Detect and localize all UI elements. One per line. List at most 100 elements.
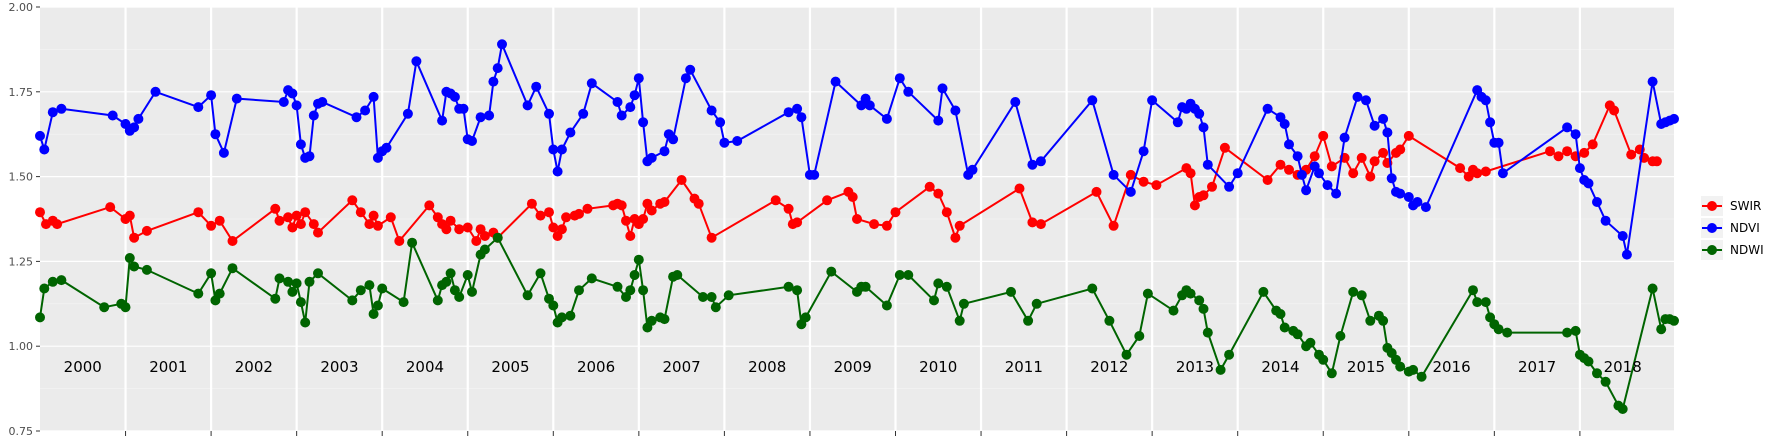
year-label: 2000 (64, 358, 102, 376)
data-point-swir (616, 200, 627, 211)
data-point-ndvi (783, 107, 794, 118)
data-point-ndwi (129, 261, 140, 272)
data-point-ndvi (1621, 249, 1632, 260)
data-point-ndvi (488, 76, 499, 87)
data-point-ndvi (732, 136, 743, 146)
data-point-ndvi (206, 90, 217, 101)
year-label: 2017 (1518, 358, 1556, 376)
data-point-ndwi (1562, 327, 1573, 338)
data-point-swir (300, 207, 311, 218)
data-point-ndvi (467, 136, 477, 146)
data-point-ndvi (1314, 168, 1324, 179)
data-point-ndwi (633, 254, 644, 265)
data-point-swir (1151, 180, 1162, 191)
data-point-ndwi (522, 290, 533, 301)
data-point-ndvi (475, 112, 486, 123)
data-point-ndwi (1224, 349, 1235, 360)
data-point-ndvi (1395, 188, 1406, 199)
data-point-ndwi (1275, 309, 1286, 319)
data-point-ndwi (1194, 295, 1205, 306)
data-point-swir (308, 219, 319, 230)
data-point-ndvi (218, 147, 229, 158)
data-point-ndvi (1562, 122, 1573, 133)
data-point-ndwi (454, 292, 465, 302)
data-point-ndwi (398, 297, 409, 308)
data-point-swir (52, 219, 63, 230)
data-point-ndvi (1125, 186, 1136, 197)
data-point-swir (852, 214, 862, 224)
data-point-swir (783, 203, 794, 214)
data-point-swir (556, 224, 567, 235)
data-point-swir (544, 207, 554, 218)
data-point-swir (214, 215, 225, 226)
data-point-swir (283, 212, 294, 223)
data-point-ndwi (124, 253, 135, 263)
data-point-ndwi (1326, 368, 1337, 379)
year-label: 2007 (663, 358, 701, 376)
data-point-ndvi (1301, 185, 1312, 196)
year-label: 2011 (1005, 358, 1043, 376)
data-point-ndwi (441, 276, 452, 287)
legend-key-point (1707, 223, 1717, 233)
data-point-ndvi (548, 144, 559, 155)
data-point-ndwi (287, 286, 298, 297)
data-point-ndvi (1087, 95, 1098, 106)
y-tick-label: 2.00 (9, 1, 34, 14)
data-point-ndvi (210, 129, 221, 140)
data-point-ndwi (1647, 283, 1658, 294)
data-point-ndwi (783, 281, 794, 292)
data-point-ndwi (659, 314, 670, 325)
data-point-ndvi (1331, 188, 1342, 199)
data-point-ndwi (47, 276, 58, 287)
data-point-swir (124, 210, 135, 221)
data-point-ndvi (231, 93, 242, 104)
data-point-ndvi (638, 117, 649, 128)
legend-key-point (1707, 201, 1717, 211)
data-point-swir (646, 205, 657, 216)
data-point-ndvi (47, 107, 58, 118)
data-point-ndwi (612, 281, 623, 292)
data-point-ndwi (300, 317, 311, 328)
data-point-ndwi (467, 286, 477, 297)
data-point-ndvi (586, 78, 597, 89)
data-point-swir (1562, 146, 1573, 157)
data-point-ndvi (1224, 181, 1235, 192)
year-label: 2013 (1176, 358, 1214, 376)
data-point-swir (441, 224, 452, 235)
data-point-swir (1138, 176, 1149, 187)
data-point-swir (770, 195, 781, 206)
series-ndvi (35, 39, 1679, 260)
data-point-ndwi (492, 232, 503, 243)
year-label: 2014 (1261, 358, 1299, 376)
data-point-ndvi (578, 108, 589, 119)
data-point-swir (141, 225, 152, 236)
data-point-ndvi (668, 134, 679, 145)
data-point-ndvi (1583, 178, 1594, 189)
data-point-swir (1553, 151, 1564, 162)
data-point-ndwi (792, 285, 803, 296)
legend-item-ndvi: NDVI (1701, 218, 1760, 238)
data-point-ndvi (1138, 146, 1149, 157)
data-point-ndwi (368, 309, 379, 319)
data-point-ndvi (950, 105, 961, 116)
data-point-ndwi (377, 283, 388, 294)
data-point-ndwi (313, 268, 323, 279)
data-point-ndvi (35, 130, 45, 141)
data-point-ndwi (1468, 285, 1478, 296)
data-point-ndwi (1335, 331, 1346, 341)
data-point-swir (950, 232, 961, 243)
data-point-swir (1626, 149, 1637, 160)
data-point-ndwi (1617, 404, 1628, 414)
legend-key-point (1707, 245, 1717, 255)
data-point-swir (1369, 156, 1380, 167)
data-point-ndwi (1006, 286, 1016, 297)
data-point-swir (368, 210, 379, 221)
data-point-ndwi (35, 312, 45, 323)
data-point-ndvi (295, 139, 306, 150)
data-point-ndwi (1318, 354, 1329, 365)
data-point-ndwi (1583, 356, 1594, 367)
data-point-swir (35, 207, 45, 218)
data-point-swir (471, 236, 482, 246)
data-point-swir (193, 207, 204, 218)
